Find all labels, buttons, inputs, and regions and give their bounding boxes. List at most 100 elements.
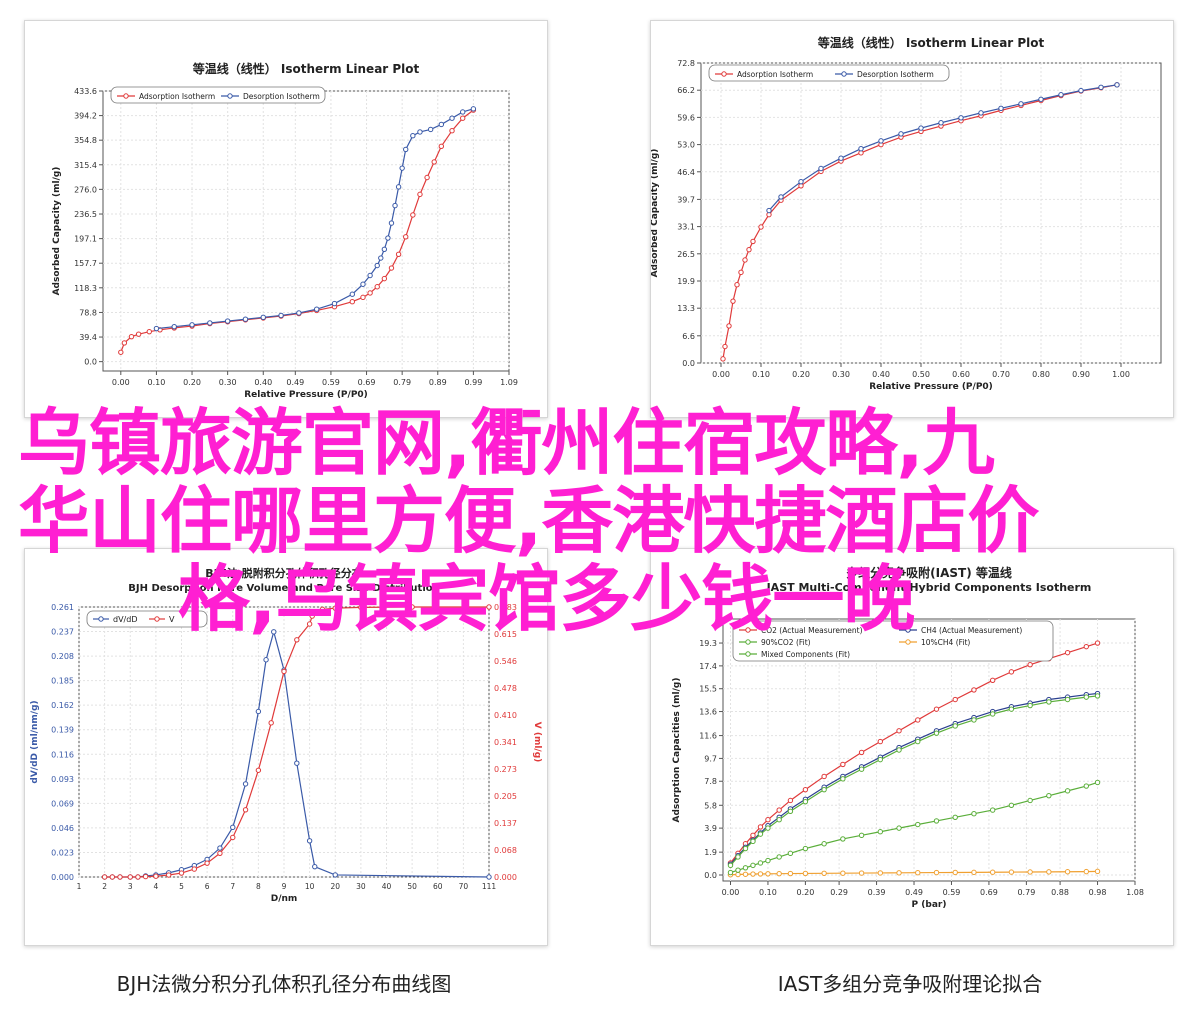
data-point xyxy=(787,870,794,877)
data-point xyxy=(146,328,152,335)
x-tick-label: 40 xyxy=(382,882,392,891)
y-tick-label-right: 0.478 xyxy=(494,684,517,693)
legend-marker xyxy=(745,639,751,645)
data-point xyxy=(268,720,274,726)
x-tick-label: 9 xyxy=(282,882,287,891)
data-point xyxy=(1027,702,1033,709)
y-tick-label: 59.6 xyxy=(677,113,695,122)
data-point xyxy=(952,696,958,703)
data-point xyxy=(989,711,996,717)
y-tick-label: 19.9 xyxy=(677,277,695,286)
data-point xyxy=(378,255,384,261)
x-tick-label: 1 xyxy=(77,882,82,891)
x-tick-label: 20 xyxy=(330,882,340,891)
data-point xyxy=(1018,101,1024,107)
legend-label: 10%CH4 (Fit) xyxy=(921,638,970,647)
data-point xyxy=(313,306,320,312)
data-point xyxy=(896,747,902,753)
legend-marker xyxy=(745,651,751,657)
legend-label: Desorption Isotherm xyxy=(857,70,934,79)
chart-panel-bottom-left: BJH法 脱附积分孔体积孔径分布 BJH Desorption Pore Volu… xyxy=(24,548,548,946)
data-point xyxy=(757,824,764,830)
data-point xyxy=(971,810,977,817)
data-point xyxy=(1027,661,1033,668)
data-point xyxy=(312,863,318,870)
data-point xyxy=(1083,868,1090,875)
x-tick-label: 0.20 xyxy=(796,888,814,897)
data-point xyxy=(898,131,904,137)
data-point xyxy=(765,817,771,823)
legend-marker xyxy=(905,639,911,645)
x-tick-label: 1.00 xyxy=(1112,370,1130,379)
y-tick-label: 0.0 xyxy=(704,871,717,880)
data-point xyxy=(896,728,902,734)
data-point xyxy=(971,687,977,693)
y-tick-label-left: 0.093 xyxy=(51,775,74,784)
data-point xyxy=(395,251,402,257)
data-point xyxy=(360,281,366,287)
data-point xyxy=(395,184,402,190)
data-point xyxy=(1064,649,1071,656)
y-axis-label: Adsorption Capacities (ml/g) xyxy=(672,678,682,823)
data-point xyxy=(427,126,434,133)
y-tick-label: 197.1 xyxy=(74,235,97,244)
x-tick-label: 0.10 xyxy=(148,378,166,387)
data-point xyxy=(1083,643,1090,650)
legend-label: CO2 (Actual Measurement) xyxy=(761,626,863,635)
data-point xyxy=(720,356,726,362)
data-point xyxy=(821,786,827,793)
legend-label: Adsorption Isotherm xyxy=(737,70,813,79)
data-point xyxy=(153,873,159,879)
data-point xyxy=(153,325,160,332)
isotherm-linear-chart-1: 等温线（线性） Isotherm Linear Plot 0.0 39.4 78.8 1… xyxy=(52,61,518,400)
data-point xyxy=(207,320,213,326)
chart-title: BJH法 脱附积分孔体积孔径分布 xyxy=(205,566,363,580)
data-point xyxy=(438,121,445,128)
chart-panel-top-right: 等温线（线性） Isotherm Linear Plot 0.0 6.6 13.3 19… xyxy=(650,20,1174,418)
data-point xyxy=(1094,779,1101,786)
data-point xyxy=(735,854,741,860)
x-tick-label: 0.29 xyxy=(830,888,848,897)
data-point xyxy=(374,262,380,269)
legend-box xyxy=(86,610,208,628)
y-tick-label-left: 0.023 xyxy=(51,848,74,857)
data-point xyxy=(460,109,466,115)
data-point xyxy=(776,854,782,860)
x-tick-label: 0.89 xyxy=(429,378,447,387)
y-tick-label-right: 0.000 xyxy=(494,873,517,882)
y-tick-label-left: 0.185 xyxy=(51,677,74,686)
y-tick-label-right: 0.068 xyxy=(494,846,517,855)
x-tick-label: 60 xyxy=(433,882,443,891)
data-point xyxy=(858,832,865,839)
y-tick-label: 7.8 xyxy=(704,777,717,786)
data-point xyxy=(403,146,409,153)
data-point xyxy=(242,807,249,813)
y-tick-label: 78.8 xyxy=(79,308,97,317)
y-tick-label: 19.3 xyxy=(699,639,717,648)
overlay-line-3: 格,乌镇宾馆多少钱一晚 xyxy=(178,557,915,641)
x-tick-label: 0.69 xyxy=(980,888,998,897)
overlay-headline: 乌镇旅游官网,衢州住宿攻略,九 华山住哪里方便,香港快捷酒店价 格,乌镇宾馆多少… xyxy=(18,404,1182,638)
data-point xyxy=(877,870,884,876)
data-point xyxy=(381,246,388,252)
data-point xyxy=(776,817,782,823)
data-point xyxy=(449,115,455,121)
data-point xyxy=(818,165,824,172)
data-point xyxy=(349,291,355,297)
y-tick-label-left: 0.237 xyxy=(51,628,74,637)
y-tick-label: 11.6 xyxy=(699,732,717,741)
data-point xyxy=(217,845,223,851)
x-tick-label: 0.10 xyxy=(759,888,777,897)
caption-bjh: BJH法微分积分孔体积孔径分布曲线图 xyxy=(116,972,452,996)
y-tick-label-left: 0.046 xyxy=(51,824,74,833)
y-tick-label: 0.0 xyxy=(682,359,695,368)
data-point xyxy=(746,246,752,253)
data-point xyxy=(388,220,395,226)
data-point xyxy=(877,756,884,763)
x-tick-label: 0.40 xyxy=(872,370,890,379)
data-point xyxy=(381,275,388,282)
overlay-line-2: 华山住哪里方便,香港快捷酒店价 xyxy=(18,479,1039,563)
data-point xyxy=(1064,696,1071,703)
data-point xyxy=(1098,84,1104,91)
y-tick-label: 13.3 xyxy=(677,304,695,313)
